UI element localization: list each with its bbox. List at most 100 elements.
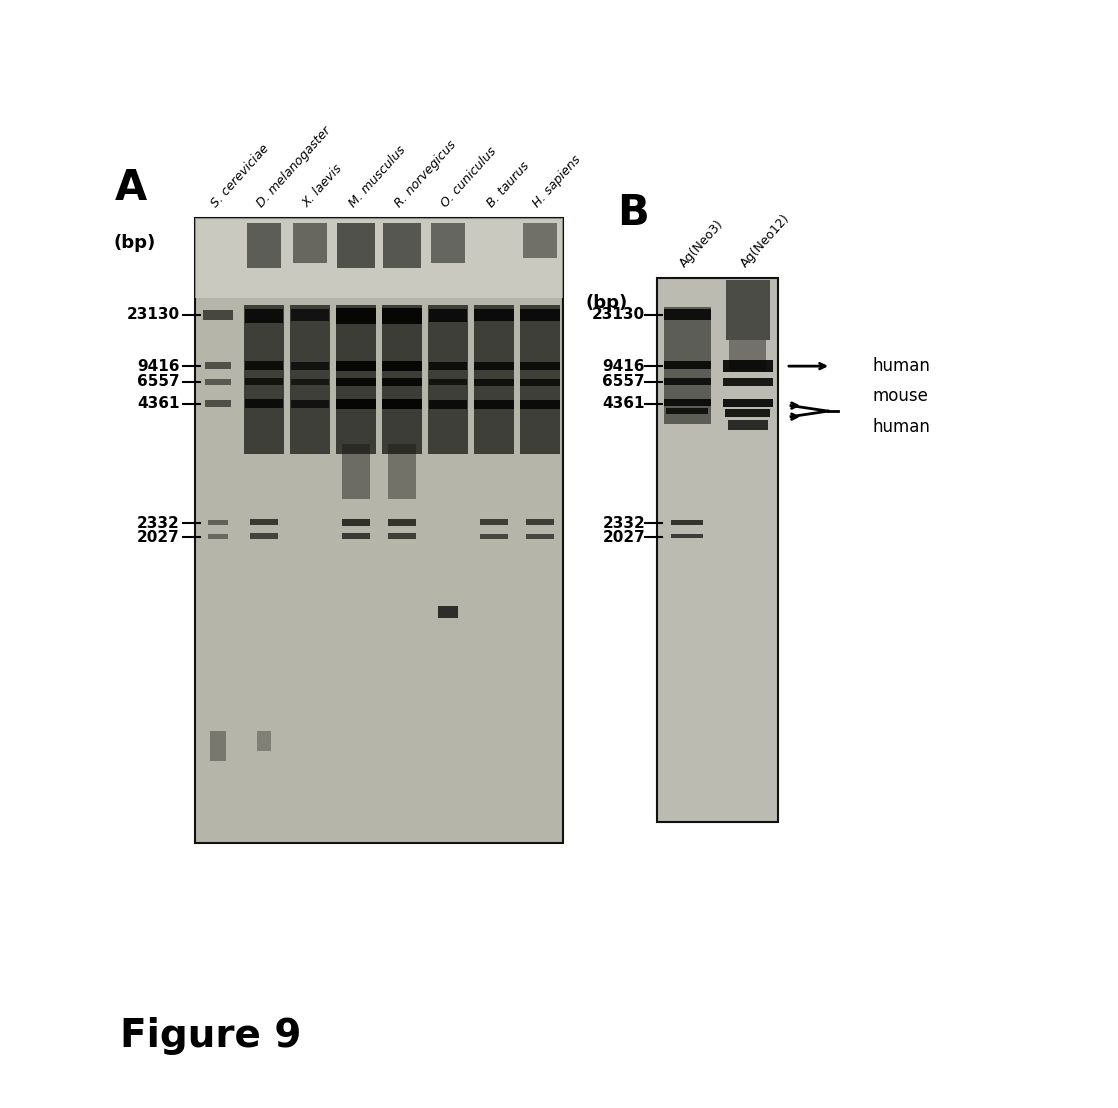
Bar — [664, 309, 711, 320]
Bar — [671, 534, 703, 538]
Bar — [429, 362, 467, 370]
Bar — [525, 534, 555, 540]
Text: 2027: 2027 — [603, 530, 645, 545]
Bar — [210, 730, 226, 760]
Bar — [195, 218, 563, 298]
Bar — [523, 223, 557, 258]
Text: D. melanogaster: D. melanogaster — [254, 124, 333, 211]
Bar — [342, 533, 370, 540]
Bar — [671, 520, 703, 525]
Text: 2332: 2332 — [603, 515, 645, 531]
Bar — [245, 305, 284, 453]
Bar — [291, 379, 329, 384]
Text: A: A — [115, 167, 148, 209]
Bar — [291, 305, 330, 453]
Text: (bp): (bp) — [586, 294, 628, 312]
Bar — [429, 379, 467, 384]
Bar — [293, 223, 326, 263]
Text: (bp): (bp) — [114, 234, 157, 252]
Bar — [342, 443, 370, 499]
Bar — [383, 223, 420, 268]
Bar — [521, 305, 559, 453]
Bar — [291, 400, 329, 408]
Bar — [245, 399, 283, 408]
Text: 4361: 4361 — [603, 397, 645, 411]
Text: Ag(Neo12): Ag(Neo12) — [738, 212, 793, 270]
Bar — [388, 519, 416, 526]
Bar — [208, 534, 228, 540]
Text: 9416: 9416 — [138, 359, 180, 373]
Bar — [205, 362, 231, 369]
Text: 9416: 9416 — [603, 359, 645, 373]
Text: M. musculus: M. musculus — [347, 143, 408, 211]
Bar — [338, 223, 375, 268]
Bar — [337, 305, 376, 453]
Bar — [291, 309, 329, 321]
Bar — [428, 305, 467, 453]
Bar — [249, 533, 278, 540]
Bar — [723, 378, 773, 386]
Text: X. laevis: X. laevis — [301, 162, 345, 211]
Bar — [335, 308, 377, 324]
Bar — [429, 309, 467, 322]
Text: O. cuniculus: O. cuniculus — [438, 145, 499, 211]
Bar — [666, 408, 709, 413]
Bar — [206, 400, 230, 407]
Bar — [521, 400, 559, 409]
Bar — [664, 399, 711, 406]
Text: 4361: 4361 — [138, 397, 180, 411]
Bar — [245, 309, 283, 322]
Bar — [525, 519, 555, 525]
Bar — [726, 280, 769, 340]
Text: 6557: 6557 — [603, 375, 645, 389]
Bar — [723, 360, 773, 372]
Bar — [291, 362, 329, 370]
Bar — [726, 409, 770, 417]
Bar — [381, 399, 423, 409]
Bar — [342, 519, 370, 526]
Bar — [208, 520, 228, 525]
Bar — [203, 310, 233, 320]
Bar — [474, 379, 513, 386]
Bar — [335, 399, 377, 409]
Bar — [474, 305, 513, 453]
Text: 6557: 6557 — [138, 375, 180, 389]
Text: Figure 9: Figure 9 — [120, 1017, 302, 1055]
Bar — [664, 361, 711, 369]
Text: Ag(Neo3): Ag(Neo3) — [678, 217, 727, 270]
Bar — [335, 378, 377, 386]
Bar — [480, 534, 508, 540]
Bar — [474, 309, 513, 321]
Bar — [432, 223, 465, 263]
Bar — [381, 378, 423, 386]
Text: human: human — [873, 357, 931, 376]
Bar — [388, 443, 416, 499]
Bar — [429, 400, 467, 409]
Bar — [195, 218, 563, 843]
Text: H. sapiens: H. sapiens — [530, 153, 584, 211]
Bar — [438, 605, 457, 617]
Bar — [480, 519, 508, 525]
Text: human: human — [873, 418, 931, 435]
Bar — [381, 361, 423, 371]
Bar — [206, 379, 230, 384]
Bar — [382, 305, 421, 453]
Bar — [723, 399, 773, 407]
Bar — [388, 533, 416, 540]
Text: B: B — [617, 192, 648, 234]
Bar — [729, 340, 766, 370]
Bar — [664, 378, 711, 384]
Bar — [249, 519, 278, 525]
Bar — [474, 400, 513, 409]
Text: 2027: 2027 — [138, 530, 180, 545]
Text: S. cereviciae: S. cereviciae — [208, 142, 272, 211]
Bar — [728, 420, 768, 430]
Text: 23130: 23130 — [126, 307, 180, 322]
Bar — [474, 362, 513, 370]
Bar — [335, 361, 377, 371]
Bar — [521, 379, 559, 386]
Text: 2332: 2332 — [138, 515, 180, 531]
Bar — [521, 309, 559, 321]
Bar — [657, 278, 778, 822]
Bar — [247, 223, 281, 268]
